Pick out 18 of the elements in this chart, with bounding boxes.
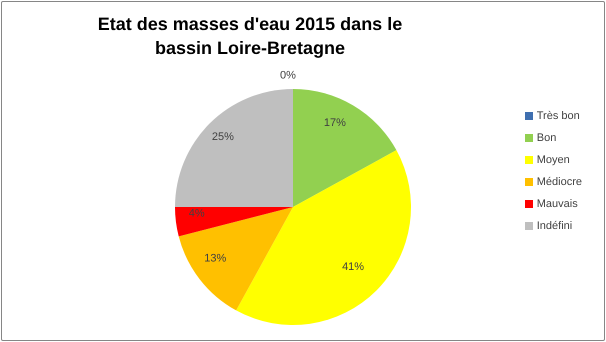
text: 0%: [280, 70, 296, 82]
data-label: 4%: [188, 208, 205, 220]
pie-slice: [175, 207, 293, 236]
legend-label: Mauvais: [536, 198, 578, 210]
pie-slice: [175, 89, 293, 207]
pie-slice: [293, 89, 396, 207]
pie-slice: [236, 150, 411, 325]
legend-label: Médiocre: [536, 176, 582, 188]
legend-label: Bon: [536, 132, 556, 144]
data-label: 13%: [204, 252, 226, 264]
data-label: 25%: [212, 130, 234, 143]
legend-label: Moyen: [536, 154, 570, 166]
data-label: 17%: [324, 116, 346, 129]
data-label: 41%: [342, 261, 364, 274]
legend-label: Indéfini: [536, 220, 572, 232]
pie-slice: [178, 207, 293, 310]
legend-label: Très bon: [536, 110, 580, 122]
chart-title: Etat des masses d'eau 2015 dans le bassin Loire-Bretagne: [96, 13, 404, 60]
